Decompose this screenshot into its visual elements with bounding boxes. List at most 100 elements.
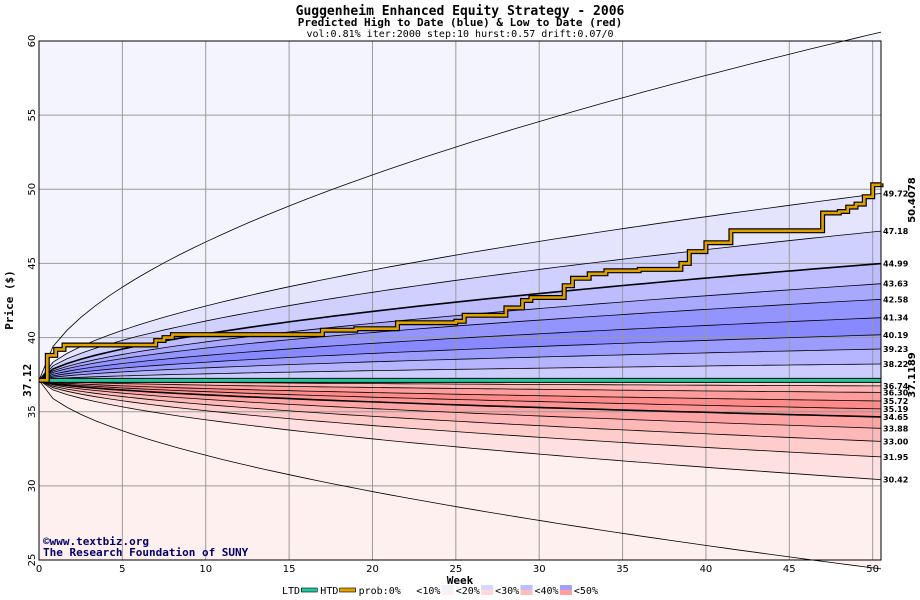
low-band-6 bbox=[39, 380, 881, 442]
low-band-label: 30.42 bbox=[883, 476, 908, 485]
high-band-label: 40.19 bbox=[883, 331, 909, 340]
x-tick-label: 5 bbox=[119, 564, 125, 575]
legend-p40-swatch-top bbox=[559, 585, 572, 590]
x-tick-label: 20 bbox=[366, 564, 379, 575]
high-band-label: 42.58 bbox=[883, 295, 909, 304]
high-band-8 bbox=[39, 193, 881, 381]
legend-p0-swatch-top bbox=[402, 585, 415, 590]
high-band-label: 49.72 bbox=[883, 189, 908, 198]
x-tick-label: 40 bbox=[700, 564, 713, 575]
chart-params: vol:0.81% iter:2000 step:10 hurst:0.57 d… bbox=[306, 29, 613, 40]
legend-p30-swatch-top bbox=[520, 585, 533, 590]
low-band-1 bbox=[39, 380, 881, 393]
low-band-line bbox=[38, 380, 882, 570]
low-band-line bbox=[38, 379, 882, 418]
high-band-6 bbox=[39, 263, 881, 381]
high-band-label: 39.23 bbox=[883, 345, 908, 354]
low-band-label: 33.88 bbox=[883, 424, 909, 433]
series bbox=[38, 182, 884, 383]
credit-url: ©www.textbiz.org bbox=[43, 535, 149, 548]
high-band-line bbox=[38, 348, 882, 381]
high-band-label: 41.34 bbox=[883, 314, 909, 323]
y-tick-label: 50 bbox=[27, 183, 38, 196]
low-band-line bbox=[38, 379, 882, 393]
x-tick-label: 15 bbox=[283, 564, 296, 575]
htd-end-label: 50.4078 bbox=[907, 177, 918, 223]
high-band-4 bbox=[39, 299, 881, 381]
high-band-line bbox=[38, 262, 882, 381]
high-band-line bbox=[38, 31, 882, 381]
x-axis-label: Week bbox=[447, 574, 474, 587]
legend-htd-label: HTD bbox=[320, 586, 338, 597]
x-tick-label: 35 bbox=[616, 564, 629, 575]
ltd-end-label: 37.1189 bbox=[907, 352, 918, 398]
low-band-label: 31.95 bbox=[883, 453, 909, 462]
low-band-line bbox=[38, 379, 882, 402]
x-tick-label: 0 bbox=[36, 564, 42, 575]
plot-border bbox=[38, 40, 882, 561]
low-band-label: 36.30 bbox=[883, 388, 909, 397]
high-band-9 bbox=[39, 32, 881, 381]
htd-series-line bbox=[39, 183, 883, 382]
low-band-9 bbox=[39, 380, 881, 569]
y-tick-label: 55 bbox=[27, 109, 38, 122]
legend-p10-label: <10% bbox=[416, 586, 440, 597]
credit-org: The Research Foundation of SUNY bbox=[43, 546, 249, 559]
high-band-line bbox=[38, 283, 882, 381]
y-axis-ticks: 25 30 35 40 45 50 55 60 bbox=[27, 35, 38, 567]
legend-p10-swatch-top bbox=[441, 585, 454, 590]
legend-p20-label: <20% bbox=[456, 586, 480, 597]
high-band-5 bbox=[39, 283, 881, 381]
legend-p40-swatch-bottom bbox=[559, 590, 572, 595]
probability-bands bbox=[39, 32, 881, 569]
low-band-8 bbox=[39, 380, 881, 480]
low-band-label: 35.19 bbox=[883, 405, 909, 414]
x-tick-label: 30 bbox=[533, 564, 546, 575]
high-band-line bbox=[38, 193, 882, 381]
high-band-1 bbox=[39, 349, 881, 381]
legend-p30-label: <30% bbox=[495, 586, 519, 597]
low-band-label: 36.74 bbox=[883, 382, 909, 391]
low-band-label: 33.00 bbox=[883, 437, 909, 446]
low-band-line bbox=[38, 379, 882, 442]
chart-title: Guggenheim Enhanced Equity Strategy - 20… bbox=[296, 4, 625, 19]
legend-p30-swatch-bottom bbox=[520, 590, 533, 595]
high-band-label: 38.22 bbox=[883, 360, 908, 369]
low-band-line bbox=[38, 379, 882, 429]
legend-htd-swatch bbox=[339, 587, 356, 593]
x-axis-ticks: 0 5 10 15 20 25 30 35 40 45 50 bbox=[36, 564, 879, 575]
x-tick-label: 10 bbox=[199, 564, 212, 575]
low-band-5 bbox=[39, 380, 881, 429]
legend-ltd-swatch bbox=[300, 587, 318, 593]
low-band-line bbox=[38, 379, 882, 410]
x-tick-label: 45 bbox=[783, 564, 796, 575]
grid bbox=[38, 40, 881, 561]
high-band-label: 44.99 bbox=[883, 260, 909, 269]
high-band-line bbox=[38, 317, 882, 381]
low-band-line bbox=[38, 379, 882, 458]
y-tick-label: 60 bbox=[27, 35, 38, 48]
legend-p20-swatch-top bbox=[481, 585, 494, 590]
low-band-7 bbox=[39, 380, 881, 457]
y-tick-label: 40 bbox=[27, 331, 38, 344]
y-tick-label: 30 bbox=[27, 479, 38, 492]
x-tick-label: 50 bbox=[866, 564, 879, 575]
legend-p40-label: <40% bbox=[535, 586, 559, 597]
high-band-label: 47.18 bbox=[883, 227, 909, 236]
high-band-0 bbox=[39, 364, 881, 381]
legend: LTD HTD prob:0% <10% <20% <30% <40% <50% bbox=[282, 585, 598, 597]
high-band-line bbox=[38, 298, 882, 381]
legend-p50-label: <50% bbox=[574, 586, 598, 597]
legend-p20-swatch-bottom bbox=[481, 590, 494, 595]
y-tick-label: 35 bbox=[27, 405, 38, 418]
legend-p10-swatch-bottom bbox=[441, 590, 454, 595]
y-tick-label: 45 bbox=[27, 257, 38, 270]
y-axis-label: Price ($) bbox=[3, 270, 16, 330]
high-band-2 bbox=[39, 334, 881, 381]
start-price-label: 37.12 bbox=[21, 364, 34, 397]
y-tick-label: 25 bbox=[27, 554, 38, 567]
high-band-line bbox=[38, 334, 882, 381]
band-lines bbox=[38, 31, 882, 570]
legend-ltd-label: LTD bbox=[282, 586, 300, 597]
